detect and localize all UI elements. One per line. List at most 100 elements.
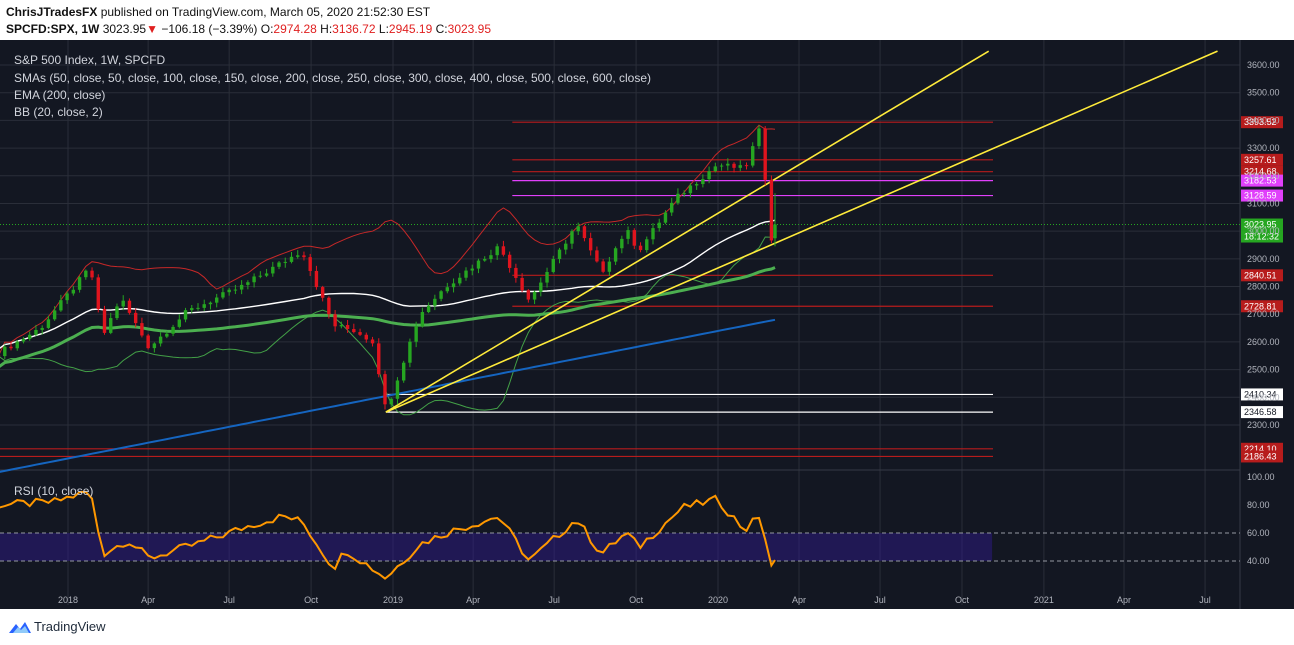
legend-title: S&P 500 Index, 1W, SPCFD <box>14 53 166 67</box>
open-label: O: <box>260 22 274 36</box>
candle-body <box>34 329 38 335</box>
price-label: 2410.34 <box>1244 389 1277 399</box>
candle-body <box>601 261 605 272</box>
candle-body <box>15 341 19 349</box>
candle-body <box>320 287 325 298</box>
time-tick-label: Jul <box>874 595 886 605</box>
candle-body <box>545 271 549 283</box>
rsi-tick-label: 60.00 <box>1247 528 1270 538</box>
candle-body <box>77 277 82 290</box>
price-label: 2840.51 <box>1244 270 1277 280</box>
candle-body <box>707 171 711 180</box>
candle-body <box>171 326 175 334</box>
candle-body <box>694 184 699 186</box>
candle-body <box>190 308 194 311</box>
candle-body <box>763 128 767 180</box>
candle-body <box>177 319 182 327</box>
price-label: 3023.95 <box>1244 220 1277 230</box>
candle-body <box>183 310 188 320</box>
trendline <box>385 50 990 413</box>
candle-body <box>539 282 543 292</box>
candle-body <box>408 341 412 363</box>
price-tick-label: 3600.00 <box>1247 60 1280 70</box>
price-label-bg <box>1241 116 1283 129</box>
low-value: 2945.19 <box>388 22 433 36</box>
price-label: 3128.59 <box>1244 191 1277 201</box>
candle-body <box>632 230 637 246</box>
candle-body <box>352 329 356 333</box>
candle-body <box>414 326 418 342</box>
trendlines[interactable] <box>385 50 1218 413</box>
candle-body <box>501 246 506 255</box>
time-tick-label: Oct <box>629 595 644 605</box>
countdown-bg <box>1241 230 1283 243</box>
candle-body <box>339 325 344 327</box>
candle-body <box>345 325 350 330</box>
candle-body <box>426 305 431 313</box>
tradingview-logo-icon[interactable] <box>8 619 32 635</box>
candle-body <box>289 256 294 262</box>
countdown-label: 18:12:32 <box>1244 232 1279 242</box>
candle-body <box>757 128 761 147</box>
candle-body <box>84 270 88 278</box>
rsi-line <box>0 490 776 580</box>
author-name[interactable]: ChrisJTradesFX <box>6 5 98 19</box>
price-tick-label: 3500.00 <box>1247 88 1280 98</box>
candle-body <box>52 310 57 320</box>
time-axis[interactable]: 2018 Apr Jul Oct 2019 Apr Jul Oct 2020 Apr Jul Oct 2… <box>58 595 1211 605</box>
candle-body <box>9 346 13 349</box>
price-label-bg <box>1241 450 1283 463</box>
candle-body <box>271 266 275 274</box>
candle-body <box>613 248 618 262</box>
publish-info: ChrisJTradesFX published on TradingView.… <box>6 5 430 19</box>
candle-body <box>682 193 686 195</box>
time-tick-label: 2019 <box>383 595 403 605</box>
candle-body <box>451 283 456 288</box>
time-tick-label: Oct <box>955 595 970 605</box>
price-tick-label: 2600.00 <box>1247 337 1280 347</box>
time-tick-label: Apr <box>1117 595 1131 605</box>
candle-body <box>445 287 450 292</box>
candle-body <box>638 245 643 251</box>
time-tick-label: Apr <box>792 595 806 605</box>
time-tick-label: Oct <box>304 595 319 605</box>
time-tick-label: Apr <box>141 595 155 605</box>
candle-body <box>327 297 331 315</box>
candle-body <box>389 398 393 405</box>
candle-body <box>532 291 537 300</box>
candle-body <box>458 277 462 284</box>
candle-body <box>726 163 730 166</box>
candle-body <box>738 165 742 168</box>
candle-body <box>202 304 206 308</box>
candle-body <box>557 249 562 259</box>
price-label-bg <box>1241 388 1283 401</box>
price-tick-label: 2800.00 <box>1247 282 1280 292</box>
candle-body <box>115 306 119 319</box>
high-label: H: <box>320 22 333 36</box>
price-tick-label: 2900.00 <box>1247 254 1280 264</box>
candle-body <box>520 277 524 291</box>
candle-body <box>420 312 425 327</box>
price-label: 3257.61 <box>1244 155 1277 165</box>
candle-body <box>71 289 76 294</box>
candle-body <box>495 246 499 256</box>
candle-body <box>208 302 213 305</box>
open-value: 2974.28 <box>273 22 317 36</box>
grid <box>0 40 1241 609</box>
candle-body <box>383 374 387 405</box>
down-arrow-icon: ▼ <box>146 22 158 36</box>
legend-ema: EMA (200, close) <box>14 88 105 102</box>
candle-body <box>676 193 680 203</box>
price-label: 2186.43 <box>1244 451 1277 461</box>
tradingview-brand[interactable]: TradingView <box>34 619 106 634</box>
rsi-line-path <box>0 490 776 580</box>
candle-body <box>21 338 26 342</box>
candle-body <box>65 293 69 301</box>
candle-body <box>96 277 100 310</box>
time-tick-label: Apr <box>466 595 480 605</box>
price-tick-label: 2400.00 <box>1247 392 1280 402</box>
candle-body <box>701 179 705 185</box>
price-label: 2346.58 <box>1244 407 1277 417</box>
